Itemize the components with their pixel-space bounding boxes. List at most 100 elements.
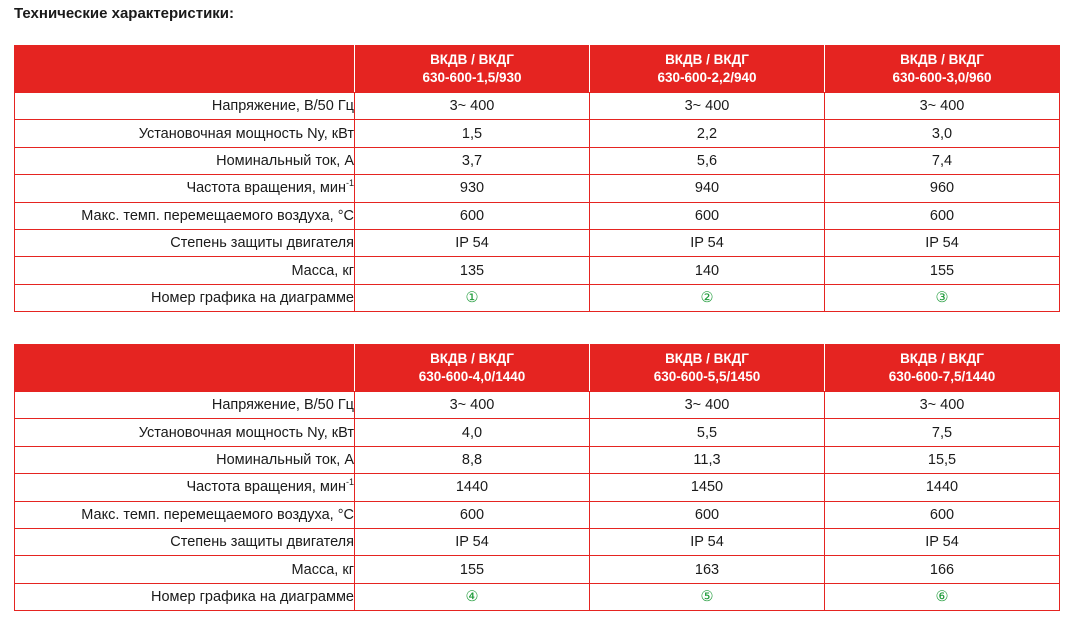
max-temp-value: 600 (824, 500, 1060, 529)
header-corner-cell (14, 344, 355, 392)
mass-value: 140 (589, 256, 825, 285)
voltage-value: 3~ 400 (589, 390, 825, 420)
table-row-voltage: Напряжение, В/50 Гц 3~ 400 3~ 400 3~ 400 (14, 91, 1060, 121)
model-series: ВКДВ / ВКДГ (430, 52, 514, 67)
model-series: ВКДВ / ВКДГ (665, 351, 749, 366)
table-row-protection: Степень защиты двигателя IP 54 IP 54 IP … (14, 527, 1060, 557)
table-row-voltage: Напряжение, В/50 Гц 3~ 400 3~ 400 3~ 400 (14, 390, 1060, 420)
voltage-value: 3~ 400 (824, 390, 1060, 420)
protection-value: IP 54 (354, 527, 590, 557)
power-value: 3,0 (824, 119, 1060, 148)
table-row-rpm: Частота вращения, мин-1 1440 1450 1440 (14, 473, 1060, 502)
row-label-protection: Степень защиты двигателя (14, 527, 355, 557)
table-row-rpm: Частота вращения, мин-1 930 940 960 (14, 174, 1060, 203)
rpm-value: 940 (589, 174, 825, 203)
power-value: 7,5 (824, 418, 1060, 447)
rpm-label-text: Частота вращения, мин (186, 479, 346, 496)
specs-table-2: ВКДВ / ВКДГ 630-600-4,0/1440 ВКДВ / ВКДГ 6… (14, 344, 1060, 612)
table-row-mass: Масса, кг 135 140 155 (14, 256, 1060, 285)
row-label-rpm: Частота вращения, мин-1 (14, 174, 355, 203)
table-row-protection: Степень защиты двигателя IP 54 IP 54 IP … (14, 228, 1060, 258)
model-header: ВКДВ / ВКДГ 630-600-7,5/1440 (824, 344, 1060, 392)
graph-number-badge: ⑥ (824, 582, 1060, 612)
voltage-value: 3~ 400 (354, 390, 590, 420)
table-row-current: Номинальный ток, А 3,7 5,6 7,4 (14, 146, 1060, 176)
table-row-power: Установочная мощность Ny, кВт 4,0 5,5 7,… (14, 418, 1060, 447)
model-header: ВКДВ / ВКДГ 630-600-2,2/940 (589, 45, 825, 93)
rpm-value: 1450 (589, 473, 825, 502)
row-label-max-temp: Макс. темп. перемещаемого воздуха, °С (14, 500, 355, 529)
table-header-row: ВКДВ / ВКДГ 630-600-1,5/930 ВКДВ / ВКДГ 63… (14, 45, 1060, 93)
graph-number-badge: ③ (824, 283, 1060, 313)
table-row-current: Номинальный ток, А 8,8 11,3 15,5 (14, 445, 1060, 475)
table-row-max-temp: Макс. темп. перемещаемого воздуха, °С 60… (14, 500, 1060, 529)
current-value: 8,8 (354, 445, 590, 475)
row-label-voltage: Напряжение, В/50 Гц (14, 390, 355, 420)
rpm-label-text: Частота вращения, мин (186, 180, 346, 197)
power-value: 2,2 (589, 119, 825, 148)
protection-value: IP 54 (589, 527, 825, 557)
power-value: 4,0 (354, 418, 590, 447)
row-label-current: Номинальный ток, А (14, 146, 355, 176)
model-code: 630-600-3,0/960 (892, 70, 992, 85)
protection-value: IP 54 (824, 527, 1060, 557)
row-label-mass: Масса, кг (14, 555, 355, 584)
model-code: 630-600-2,2/940 (657, 70, 757, 85)
table-row-graph: Номер графика на диаграмме ① ② ③ (14, 283, 1060, 313)
voltage-value: 3~ 400 (589, 91, 825, 121)
current-value: 11,3 (589, 445, 825, 475)
page-title: Технические характеристики: (14, 5, 235, 22)
current-value: 5,6 (589, 146, 825, 176)
rpm-value: 930 (354, 174, 590, 203)
mass-value: 155 (354, 555, 590, 584)
model-series: ВКДВ / ВКДГ (430, 351, 514, 366)
model-series: ВКДВ / ВКДГ (900, 351, 984, 366)
table-header-row: ВКДВ / ВКДГ 630-600-4,0/1440 ВКДВ / ВКДГ 6… (14, 344, 1060, 392)
rpm-value: 960 (824, 174, 1060, 203)
model-header: ВКДВ / ВКДГ 630-600-3,0/960 (824, 45, 1060, 93)
mass-value: 135 (354, 256, 590, 285)
row-label-protection: Степень защиты двигателя (14, 228, 355, 258)
mass-value: 155 (824, 256, 1060, 285)
graph-number-badge: ④ (354, 582, 590, 612)
model-code: 630-600-7,5/1440 (888, 369, 996, 384)
table-row-max-temp: Макс. темп. перемещаемого воздуха, °С 60… (14, 201, 1060, 230)
current-value: 7,4 (824, 146, 1060, 176)
protection-value: IP 54 (354, 228, 590, 258)
table-row-mass: Масса, кг 155 163 166 (14, 555, 1060, 584)
table-row-graph: Номер графика на диаграмме ④ ⑤ ⑥ (14, 582, 1060, 612)
rpm-label-exponent: -1 (345, 477, 354, 488)
rpm-value: 1440 (824, 473, 1060, 502)
graph-number-badge: ② (589, 283, 825, 313)
model-series: ВКДВ / ВКДГ (900, 52, 984, 67)
header-corner-cell (14, 45, 355, 93)
row-label-voltage: Напряжение, В/50 Гц (14, 91, 355, 121)
current-value: 3,7 (354, 146, 590, 176)
protection-value: IP 54 (589, 228, 825, 258)
graph-number-badge: ⑤ (589, 582, 825, 612)
model-series: ВКДВ / ВКДГ (665, 52, 749, 67)
mass-value: 163 (589, 555, 825, 584)
model-header: ВКДВ / ВКДГ 630-600-4,0/1440 (354, 344, 590, 392)
current-value: 15,5 (824, 445, 1060, 475)
model-code: 630-600-5,5/1450 (653, 369, 761, 384)
model-code: 630-600-1,5/930 (422, 70, 522, 85)
max-temp-value: 600 (354, 201, 590, 230)
row-label-graph: Номер графика на диаграмме (14, 283, 355, 313)
voltage-value: 3~ 400 (354, 91, 590, 121)
model-code: 630-600-4,0/1440 (418, 369, 526, 384)
max-temp-value: 600 (589, 500, 825, 529)
row-label-power: Установочная мощность Ny, кВт (14, 119, 355, 148)
rpm-value: 1440 (354, 473, 590, 502)
power-value: 5,5 (589, 418, 825, 447)
max-temp-value: 600 (824, 201, 1060, 230)
row-label-max-temp: Макс. темп. перемещаемого воздуха, °С (14, 201, 355, 230)
row-label-current: Номинальный ток, А (14, 445, 355, 475)
specs-table-1: ВКДВ / ВКДГ 630-600-1,5/930 ВКДВ / ВКДГ 63… (14, 45, 1060, 313)
max-temp-value: 600 (589, 201, 825, 230)
model-header: ВКДВ / ВКДГ 630-600-5,5/1450 (589, 344, 825, 392)
graph-number-badge: ① (354, 283, 590, 313)
row-label-graph: Номер графика на диаграмме (14, 582, 355, 612)
row-label-power: Установочная мощность Ny, кВт (14, 418, 355, 447)
max-temp-value: 600 (354, 500, 590, 529)
